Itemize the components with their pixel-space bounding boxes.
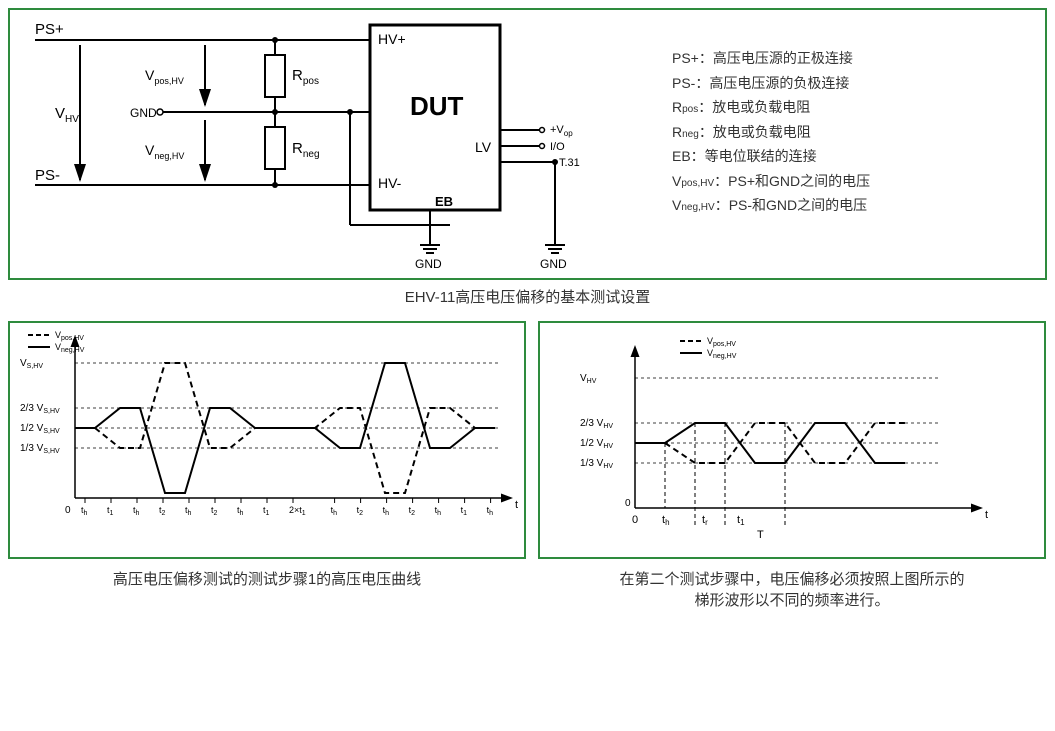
legend-row: PS-：高压电压源的负极连接 <box>672 71 1017 96</box>
label-vneghv: Vneg,HV <box>145 142 184 161</box>
circuit-svg: PS+ PS- VHV Vpos,HV Vneg,HV GND Rpos Rne… <box>10 10 660 278</box>
left-legend: Vpos,HV Vneg,HV <box>28 330 85 354</box>
label-gnd-left: GND <box>130 106 157 120</box>
label-gnd1: GND <box>415 257 442 271</box>
legend-row: Vpos,HV：PS+和GND之间的电压 <box>672 169 1017 194</box>
svg-text:th: th <box>662 514 670 527</box>
legend-row: EB：等电位联结的连接 <box>672 144 1017 169</box>
svg-text:t: t <box>985 509 988 521</box>
svg-text:VHV: VHV <box>580 373 597 385</box>
right-chart-panel: t Vpos,HV Vneg,HV VHV 2/3 VHV 1/2 VHV 1/3 V… <box>538 321 1046 559</box>
circuit-legend: PS+：高压电压源的正极连接PS-：高压电压源的负极连接Rpos：放电或负载电阻… <box>672 46 1017 218</box>
svg-text:th: th <box>237 505 244 517</box>
top-caption: EHV-11高压电压偏移的基本测试设置 <box>8 286 1047 307</box>
legend-row: PS+：高压电压源的正极连接 <box>672 46 1017 71</box>
right-legend: Vpos,HV Vneg,HV <box>680 336 737 360</box>
svg-text:1/3 VS,HV: 1/3 VS,HV <box>20 443 60 455</box>
svg-text:t2: t2 <box>159 505 166 517</box>
svg-text:th: th <box>487 505 494 517</box>
label-ps-minus: PS- <box>35 167 60 184</box>
label-t31: T.31 <box>559 157 580 169</box>
label-ps-plus: PS+ <box>35 21 64 38</box>
svg-text:1/2 VHV: 1/2 VHV <box>580 438 613 450</box>
legend-row: Rneg：放电或负载电阻 <box>672 120 1017 145</box>
svg-text:1/3 VHV: 1/3 VHV <box>580 458 613 470</box>
svg-text:th: th <box>383 505 390 517</box>
label-hvminus: HV- <box>378 175 402 191</box>
svg-text:t1: t1 <box>737 514 745 527</box>
label-dut: DUT <box>410 91 464 121</box>
right-caption: 在第二个测试步骤中，电压偏移必须按照上图所示的 梯形波形以不同的频率进行。 <box>538 569 1046 611</box>
svg-text:th: th <box>435 505 442 517</box>
svg-text:t2: t2 <box>357 505 364 517</box>
label-vhv: VHV <box>55 105 79 125</box>
svg-text:0: 0 <box>65 505 71 516</box>
svg-text:t1: t1 <box>107 505 114 517</box>
label-vposhv: Vpos,HV <box>145 67 184 86</box>
svg-text:t1: t1 <box>461 505 468 517</box>
left-chart-svg: t Vpos,HV Vneg,HV VS,HV 2/3 VS,HV 1/2 VS,H… <box>10 323 524 557</box>
legend-row: Vneg,HV：PS-和GND之间的电压 <box>672 193 1017 218</box>
label-gnd2: GND <box>540 257 567 271</box>
svg-text:Vpos,HV: Vpos,HV <box>707 336 736 348</box>
svg-text:Vneg,HV: Vneg,HV <box>55 342 85 354</box>
svg-text:t2: t2 <box>211 505 218 517</box>
svg-text:0: 0 <box>632 514 638 526</box>
svg-text:Vpos,HV: Vpos,HV <box>55 330 84 342</box>
svg-text:2×t1: 2×t1 <box>289 505 306 517</box>
svg-text:Vneg,HV: Vneg,HV <box>707 348 737 360</box>
label-vop: +Vop <box>550 124 573 138</box>
label-eb: EB <box>435 194 453 209</box>
svg-text:1/2 VS,HV: 1/2 VS,HV <box>20 423 60 435</box>
label-rpos: Rpos <box>292 67 319 87</box>
right-chart-svg: t Vpos,HV Vneg,HV VHV 2/3 VHV 1/2 VHV 1/3 V… <box>540 323 1044 557</box>
svg-text:t1: t1 <box>263 505 270 517</box>
svg-text:T: T <box>757 529 764 541</box>
label-hvplus: HV+ <box>378 31 406 47</box>
label-rneg: Rneg <box>292 140 320 160</box>
left-caption: 高压电压偏移测试的测试步骤1的高压电压曲线 <box>8 569 526 590</box>
svg-text:th: th <box>133 505 140 517</box>
svg-text:0: 0 <box>625 498 631 509</box>
svg-text:th: th <box>81 505 88 517</box>
svg-text:th: th <box>185 505 192 517</box>
svg-text:2/3 VS,HV: 2/3 VS,HV <box>20 403 60 415</box>
left-chart-panel: t Vpos,HV Vneg,HV VS,HV 2/3 VS,HV 1/2 VS,H… <box>8 321 526 559</box>
svg-text:VS,HV: VS,HV <box>20 358 43 370</box>
svg-text:2/3 VHV: 2/3 VHV <box>580 418 613 430</box>
svg-text:t: t <box>515 499 518 511</box>
legend-row: Rpos：放电或负载电阻 <box>672 95 1017 120</box>
label-lv: LV <box>475 139 492 155</box>
svg-text:t2: t2 <box>409 505 416 517</box>
svg-text:tr: tr <box>702 514 708 527</box>
svg-text:th: th <box>331 505 338 517</box>
label-io: I/O <box>550 141 565 153</box>
circuit-panel: PS+ PS- VHV Vpos,HV Vneg,HV GND Rpos Rne… <box>8 8 1047 280</box>
